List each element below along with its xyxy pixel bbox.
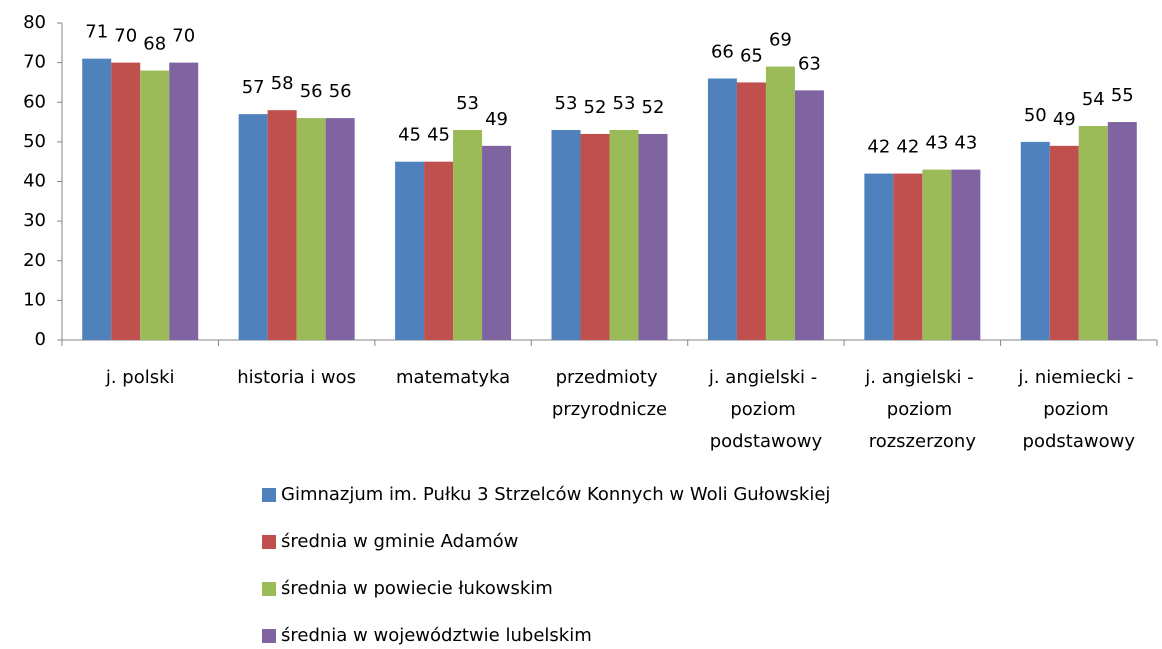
value-label: 43 bbox=[954, 133, 977, 154]
value-label: 68 bbox=[143, 34, 166, 55]
bar bbox=[482, 145, 512, 340]
x-tick-line: j. polski bbox=[105, 367, 175, 388]
legend-swatch bbox=[262, 582, 276, 596]
y-tick-label: 0 bbox=[35, 329, 46, 350]
legend-swatch bbox=[262, 535, 276, 549]
bar bbox=[864, 173, 894, 340]
bar bbox=[638, 133, 668, 340]
value-label: 70 bbox=[172, 26, 195, 47]
bar bbox=[1078, 126, 1108, 341]
value-label: 49 bbox=[485, 109, 508, 130]
legend-label: średnia w powiecie łukowskim bbox=[281, 578, 553, 599]
value-label: 65 bbox=[740, 45, 763, 66]
x-tick-line: przedmioty bbox=[556, 367, 664, 388]
value-label: 45 bbox=[427, 125, 450, 146]
value-label: 54 bbox=[1082, 89, 1105, 110]
bar bbox=[296, 118, 326, 340]
bar bbox=[609, 129, 639, 340]
x-tick-line: historia i wos bbox=[237, 367, 356, 388]
x-tick-line: podstawowy bbox=[1023, 431, 1136, 452]
x-tick-line: poziom bbox=[1043, 399, 1114, 420]
value-label: 66 bbox=[711, 41, 734, 62]
value-label: 53 bbox=[613, 93, 636, 114]
x-tick-label: j. angielski - poziom podstawowy bbox=[708, 367, 823, 452]
bar bbox=[951, 169, 981, 340]
bar bbox=[707, 78, 737, 340]
y-tick-label: 40 bbox=[23, 171, 46, 192]
x-tick-label: przedmioty przyrodnicze bbox=[552, 367, 667, 420]
value-label: 71 bbox=[85, 22, 108, 43]
bar bbox=[922, 169, 952, 340]
legend-label: średnia w województwie lubelskim bbox=[281, 625, 592, 646]
value-label: 43 bbox=[925, 133, 948, 154]
bar bbox=[736, 82, 766, 340]
x-tick-label: j. angielski - poziom rozszerzony bbox=[864, 367, 979, 452]
value-label: 63 bbox=[798, 53, 821, 74]
x-tick-label: historia i wos bbox=[237, 367, 356, 388]
x-tick-line: j. angielski - bbox=[864, 367, 979, 388]
x-tick-label: j. niemiecki - poziom podstawowy bbox=[1017, 367, 1139, 452]
value-label: 58 bbox=[271, 73, 294, 94]
x-tick-line: podstawowy bbox=[710, 431, 823, 452]
bar bbox=[169, 62, 199, 340]
value-label: 53 bbox=[555, 93, 578, 114]
y-tick-label: 30 bbox=[23, 210, 46, 231]
value-label: 45 bbox=[398, 125, 421, 146]
x-tick-line: poziom bbox=[730, 399, 801, 420]
bar bbox=[551, 129, 581, 340]
y-tick-label: 50 bbox=[23, 131, 46, 152]
legend-label: Gimnazjum im. Pułku 3 Strzelców Konnych … bbox=[281, 484, 830, 505]
value-label: 57 bbox=[242, 77, 265, 98]
bar bbox=[424, 161, 454, 340]
value-label: 52 bbox=[642, 97, 665, 118]
value-label: 42 bbox=[867, 137, 890, 158]
bar bbox=[395, 161, 425, 340]
x-tick-label: matematyka bbox=[396, 367, 510, 388]
legend-swatch bbox=[262, 488, 276, 502]
x-tick-line: przyrodnicze bbox=[552, 399, 667, 420]
bar bbox=[325, 118, 355, 340]
value-label: 70 bbox=[114, 26, 137, 47]
value-label: 53 bbox=[456, 93, 479, 114]
bar bbox=[1020, 141, 1050, 340]
bar bbox=[580, 133, 610, 340]
bar bbox=[453, 129, 483, 340]
x-tick-line: j. niemiecki - bbox=[1017, 367, 1139, 388]
bar bbox=[765, 66, 795, 341]
bar bbox=[1049, 145, 1079, 340]
value-label: 42 bbox=[896, 137, 919, 158]
legend-swatch bbox=[262, 629, 276, 643]
bar bbox=[1107, 122, 1137, 340]
y-tick-label: 10 bbox=[23, 289, 46, 310]
bar bbox=[267, 110, 297, 340]
y-tick-label: 70 bbox=[23, 52, 46, 73]
x-tick-line: poziom bbox=[887, 399, 958, 420]
value-label: 55 bbox=[1111, 85, 1134, 106]
bar bbox=[82, 58, 112, 340]
x-tick-line: j. angielski - bbox=[708, 367, 823, 388]
y-tick-label: 20 bbox=[23, 250, 46, 271]
y-tick-label: 60 bbox=[23, 91, 46, 112]
y-tick-label: 80 bbox=[23, 12, 46, 33]
x-tick-label: j. polski bbox=[105, 367, 175, 388]
legend-label: średnia w gminie Adamów bbox=[281, 531, 518, 552]
x-tick-line: matematyka bbox=[396, 367, 510, 388]
bar bbox=[893, 173, 923, 340]
value-label: 50 bbox=[1024, 105, 1047, 126]
value-label: 56 bbox=[300, 81, 323, 102]
value-label: 56 bbox=[329, 81, 352, 102]
bar bbox=[140, 70, 170, 341]
bar bbox=[111, 62, 141, 340]
bar bbox=[238, 114, 268, 340]
bar bbox=[794, 90, 824, 340]
x-tick-line: rozszerzony bbox=[869, 431, 977, 452]
value-label: 49 bbox=[1053, 109, 1076, 130]
value-label: 69 bbox=[769, 30, 792, 51]
value-label: 52 bbox=[584, 97, 607, 118]
